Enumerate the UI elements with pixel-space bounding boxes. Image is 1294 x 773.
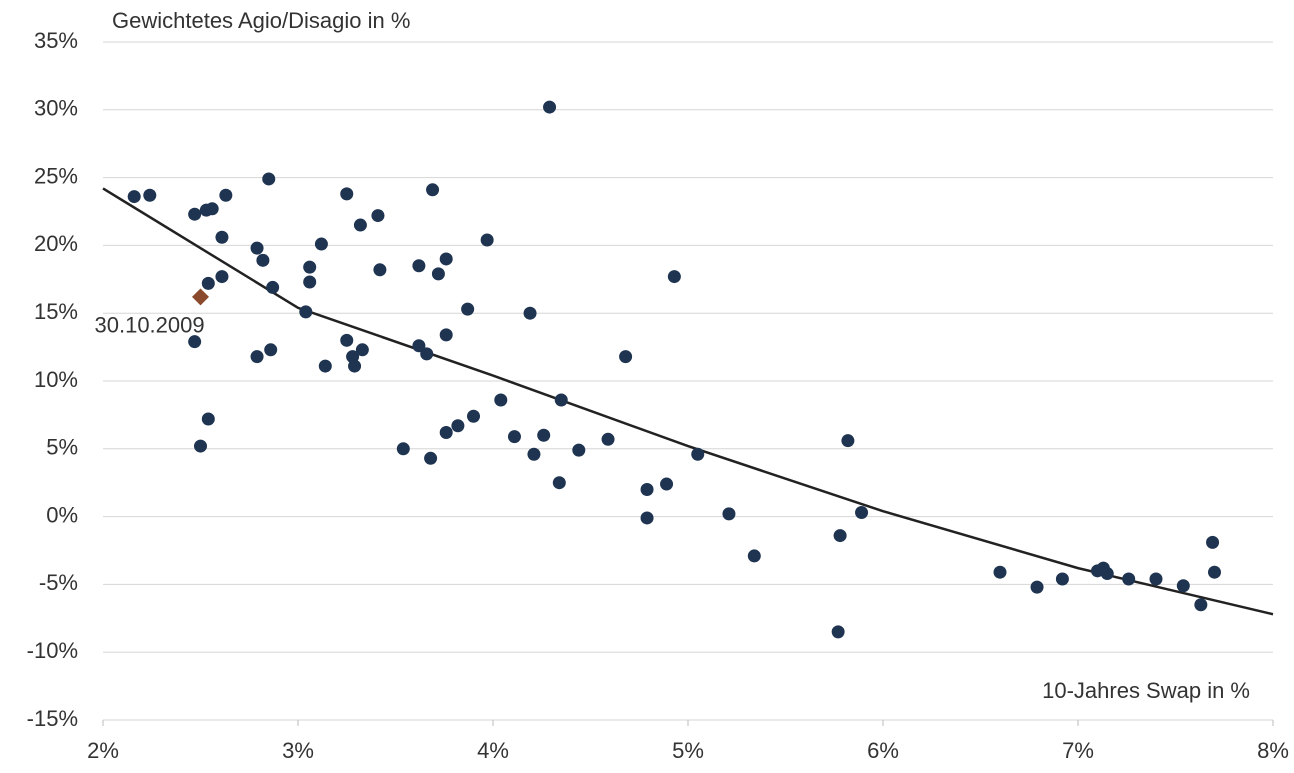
scatter-point — [451, 419, 465, 433]
scatter-point — [523, 306, 537, 320]
x-tick-label: 3% — [282, 738, 314, 763]
scatter-point — [1208, 565, 1221, 579]
x-tick-label: 7% — [1062, 738, 1094, 763]
scatter-point — [373, 263, 387, 277]
scatter-point — [1149, 572, 1163, 586]
scatter-point — [314, 237, 328, 251]
y-tick-label: 15% — [34, 299, 78, 324]
scatter-point — [355, 343, 369, 357]
scatter-point — [747, 549, 761, 563]
y-tick-label: 30% — [34, 96, 78, 121]
scatter-point — [640, 482, 654, 496]
scatter-point — [250, 241, 264, 255]
scatter-point — [215, 230, 229, 244]
y-axis-label: Gewichtetes Agio/Disagio in % — [112, 8, 410, 33]
scatter-point — [256, 253, 270, 267]
scatter-point — [439, 426, 453, 440]
scatter-point — [348, 359, 362, 373]
scatter-point — [1030, 580, 1044, 594]
scatter-point — [660, 477, 674, 491]
scatter-point — [266, 280, 280, 294]
x-tick-label: 8% — [1257, 738, 1289, 763]
highlight-point — [192, 288, 209, 306]
scatter-point — [841, 434, 855, 448]
scatter-point — [371, 209, 385, 223]
x-tick-label: 4% — [477, 738, 509, 763]
scatter-point — [250, 350, 264, 364]
y-tick-label: 5% — [46, 435, 78, 460]
scatter-point — [127, 190, 141, 204]
scatter-point — [480, 233, 494, 247]
scatter-point — [461, 302, 475, 316]
scatter-point — [299, 305, 313, 319]
scatter-point — [424, 451, 438, 465]
scatter-point — [993, 565, 1007, 579]
x-tick-label: 5% — [672, 738, 704, 763]
scatter-point — [188, 207, 202, 221]
y-tick-label: 35% — [34, 28, 78, 53]
scatter-point — [467, 409, 480, 423]
scatter-point — [691, 447, 705, 461]
y-tick-label: 20% — [34, 231, 78, 256]
x-axis-label: 10-Jahres Swap in % — [1042, 678, 1250, 703]
scatter-point — [201, 412, 215, 426]
scatter-point — [426, 183, 440, 197]
scatter-point — [601, 432, 615, 446]
scatter-point — [667, 270, 681, 284]
scatter-point — [494, 393, 508, 407]
scatter-point — [1055, 572, 1069, 586]
scatter-point — [262, 172, 276, 186]
scatter-point — [507, 430, 521, 444]
y-tick-label: 0% — [46, 502, 78, 527]
scatter-point — [264, 343, 278, 357]
highlight-label: 30.10.2009 — [95, 313, 205, 338]
scatter-point — [205, 202, 219, 216]
scatter-point — [420, 347, 434, 361]
scatter-point — [431, 267, 445, 281]
scatter-point — [396, 442, 410, 456]
scatter-point — [353, 218, 367, 232]
scatter-point — [722, 507, 736, 521]
scatter-point — [537, 428, 551, 442]
scatter-point — [1176, 579, 1190, 593]
scatter-point — [340, 333, 354, 347]
scatter-point — [219, 188, 233, 202]
y-tick-label: 10% — [34, 367, 78, 392]
scatter-point — [640, 511, 654, 525]
scatter-point — [303, 260, 317, 274]
scatter-point — [833, 529, 847, 543]
scatter-point — [188, 335, 202, 349]
scatter-point — [1100, 567, 1114, 581]
scatter-point — [527, 447, 541, 461]
scatter-point — [554, 393, 568, 407]
scatter-point — [572, 443, 586, 457]
y-tick-label: 25% — [34, 163, 78, 188]
scatter-point — [552, 476, 566, 490]
scatter-point — [215, 270, 229, 284]
scatter-point — [543, 100, 557, 114]
y-tick-label: -15% — [27, 706, 78, 731]
scatter-point — [831, 625, 845, 639]
trend-line — [102, 187, 1274, 616]
scatter-point — [318, 359, 332, 373]
scatter-point — [439, 328, 453, 342]
scatter-point — [1122, 572, 1136, 586]
scatter-point — [201, 276, 215, 290]
scatter-point — [303, 275, 317, 289]
scatter-point — [439, 252, 453, 266]
scatter-point — [340, 187, 354, 201]
scatter-point — [143, 188, 157, 202]
scatter-point — [1206, 535, 1220, 549]
scatter-point — [619, 350, 633, 364]
scatter-point — [412, 259, 426, 273]
scatter-point — [194, 439, 207, 453]
scatter-point — [855, 506, 869, 520]
scatter-point — [1194, 598, 1208, 612]
x-tick-label: 2% — [87, 738, 119, 763]
y-tick-label: -10% — [27, 638, 78, 663]
scatter-point — [412, 339, 426, 353]
x-tick-label: 6% — [867, 738, 899, 763]
y-tick-label: -5% — [39, 570, 78, 595]
